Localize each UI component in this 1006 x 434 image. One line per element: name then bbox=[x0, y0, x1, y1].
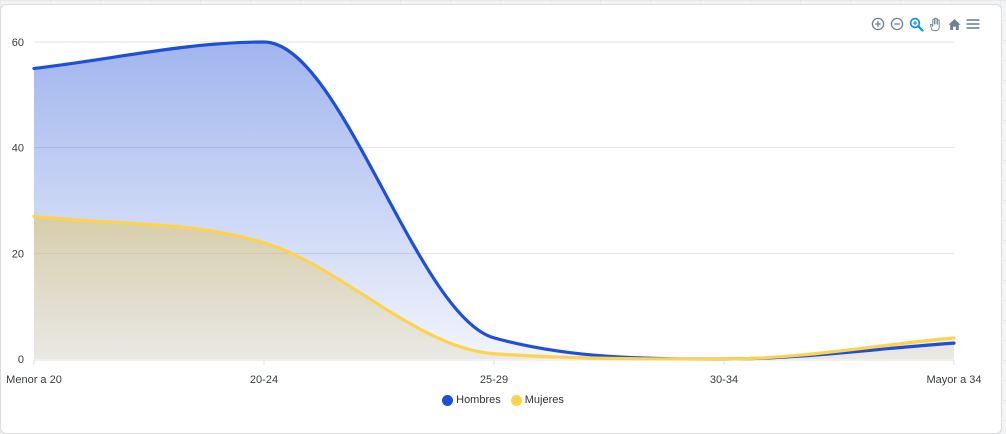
y-tick-label: 0 bbox=[18, 354, 24, 366]
x-tick-label: Menor a 20 bbox=[6, 374, 62, 386]
y-tick-label: 20 bbox=[12, 248, 24, 260]
zoom-in-icon[interactable] bbox=[870, 16, 886, 32]
area-fill-mujeres bbox=[34, 216, 954, 359]
chart-legend: Hombres Mujeres bbox=[0, 394, 1006, 406]
y-tick-label: 40 bbox=[12, 143, 24, 155]
series-line-mujeres bbox=[32, 214, 956, 361]
selection-zoom-icon[interactable] bbox=[908, 16, 924, 32]
x-tick-label: 20-24 bbox=[250, 374, 278, 386]
legend-marker-hombres bbox=[442, 394, 454, 406]
x-tick-label: 25-29 bbox=[480, 374, 508, 386]
pan-hand-icon[interactable] bbox=[927, 16, 943, 32]
x-tick-label: Mayor a 34 bbox=[926, 374, 981, 386]
y-tick-label: 60 bbox=[12, 37, 24, 49]
legend-label-hombres: Hombres bbox=[456, 394, 501, 406]
legend-item-mujeres[interactable]: Mujeres bbox=[510, 394, 564, 406]
chart-toolbar bbox=[870, 16, 981, 32]
legend-marker-mujeres bbox=[510, 394, 522, 406]
home-reset-icon[interactable] bbox=[946, 16, 962, 32]
legend-item-hombres[interactable]: Hombres bbox=[442, 394, 501, 406]
legend-label-mujeres: Mujeres bbox=[524, 394, 564, 406]
zoom-out-icon[interactable] bbox=[889, 16, 905, 32]
x-tick-label: 30-34 bbox=[710, 374, 738, 386]
menu-icon[interactable] bbox=[965, 16, 981, 32]
